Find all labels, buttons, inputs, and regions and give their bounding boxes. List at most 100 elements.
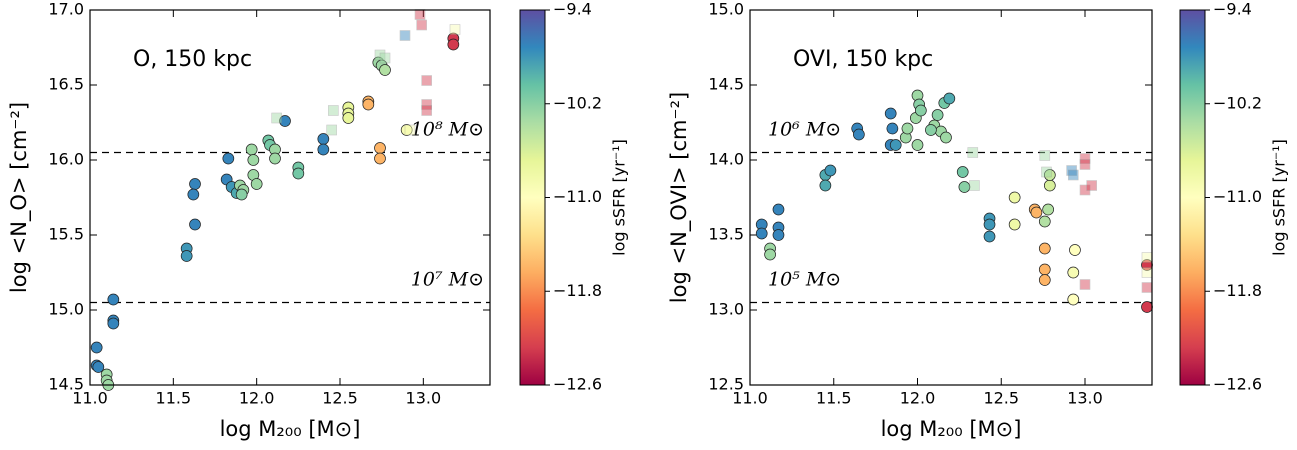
point bbox=[421, 75, 432, 86]
x-tick-label: 12.0 bbox=[900, 389, 936, 408]
point bbox=[1042, 203, 1055, 216]
point bbox=[1069, 244, 1081, 256]
point bbox=[379, 52, 391, 64]
point bbox=[292, 167, 305, 180]
colorbar bbox=[519, 9, 546, 386]
point bbox=[1079, 153, 1091, 164]
point bbox=[222, 152, 235, 165]
panel-title: O, 150 kpc bbox=[133, 47, 252, 72]
colorbar-tick-label: −12.6 bbox=[553, 375, 602, 394]
colorbar-tick-label: −11.8 bbox=[553, 281, 602, 300]
x-tick-label: 12.0 bbox=[239, 389, 275, 408]
point bbox=[819, 179, 832, 192]
point bbox=[911, 139, 924, 151]
point bbox=[400, 124, 413, 136]
point bbox=[764, 248, 776, 261]
point bbox=[1038, 215, 1051, 228]
point bbox=[1079, 159, 1091, 170]
reference-label: 10⁷ M⊙ bbox=[411, 269, 484, 291]
y-tick-label: 14.0 bbox=[708, 150, 744, 169]
point bbox=[269, 152, 281, 165]
reference-label: 10⁶ M⊙ bbox=[768, 119, 841, 141]
y-tick-label: 15.0 bbox=[48, 300, 84, 319]
point bbox=[342, 112, 355, 124]
x-tick-label: 12.5 bbox=[983, 389, 1019, 408]
point bbox=[931, 109, 944, 121]
colorbar-tick-label: −11.8 bbox=[1213, 281, 1262, 300]
colorbar-tick-label: −9.4 bbox=[553, 0, 592, 19]
point bbox=[235, 188, 248, 201]
point bbox=[180, 250, 193, 262]
point bbox=[92, 361, 105, 373]
reference-label: 10⁸ M⊙ bbox=[411, 119, 484, 141]
point bbox=[421, 105, 432, 116]
point bbox=[1043, 179, 1056, 192]
point bbox=[107, 317, 120, 330]
point bbox=[416, 19, 427, 31]
point bbox=[328, 105, 339, 116]
point bbox=[853, 128, 865, 141]
point bbox=[399, 30, 411, 41]
y-tick-label: 15.5 bbox=[48, 225, 84, 244]
point bbox=[449, 24, 461, 35]
point bbox=[187, 188, 200, 201]
point bbox=[958, 181, 971, 193]
colorbar-tick-label: −12.6 bbox=[1213, 375, 1262, 394]
point bbox=[379, 64, 391, 76]
point bbox=[772, 229, 785, 241]
point bbox=[189, 178, 201, 190]
x-tick-label: 12.5 bbox=[322, 389, 358, 408]
point bbox=[824, 164, 837, 177]
x-tick-label: 13.0 bbox=[1067, 389, 1103, 408]
y-tick-label: 14.5 bbox=[48, 375, 84, 394]
point bbox=[447, 38, 460, 51]
point bbox=[362, 98, 375, 111]
point bbox=[374, 49, 386, 61]
y-tick-label: 16.5 bbox=[48, 75, 84, 94]
point bbox=[414, 9, 426, 20]
point bbox=[1141, 282, 1153, 293]
point bbox=[90, 341, 103, 354]
colorbar-tick-label: −10.2 bbox=[553, 93, 602, 112]
point bbox=[940, 131, 952, 144]
point bbox=[271, 112, 282, 124]
x-tick-label: 13.0 bbox=[406, 389, 442, 408]
plot-frame bbox=[749, 9, 1153, 386]
point bbox=[983, 230, 996, 243]
y-tick-label: 13.0 bbox=[708, 300, 744, 319]
colorbar bbox=[1179, 9, 1206, 386]
colorbar-tick-label: −11.0 bbox=[553, 187, 602, 206]
point bbox=[1079, 184, 1091, 196]
colorbar-tick-label: −9.4 bbox=[1213, 0, 1252, 19]
point bbox=[326, 124, 337, 136]
y-tick-label: 16.0 bbox=[48, 150, 84, 169]
point bbox=[374, 142, 386, 154]
plot-frame bbox=[89, 9, 491, 386]
point bbox=[1086, 180, 1097, 191]
y-tick-label: 15.0 bbox=[708, 0, 744, 19]
point bbox=[404, 124, 416, 136]
x-axis-label: log M₂₀₀ [M⊙] bbox=[881, 417, 1022, 441]
y-tick-label: 13.5 bbox=[708, 225, 744, 244]
point bbox=[1079, 279, 1091, 290]
point bbox=[1141, 267, 1153, 278]
point bbox=[956, 166, 969, 178]
point bbox=[1008, 218, 1021, 231]
y-tick-label: 12.5 bbox=[708, 375, 744, 394]
point bbox=[107, 293, 120, 306]
y-tick-label: 14.5 bbox=[708, 75, 744, 94]
colorbar-label: log sSFR [yr⁻¹] bbox=[610, 139, 629, 256]
point bbox=[374, 152, 386, 165]
y-tick-label: 17.0 bbox=[48, 0, 84, 19]
x-tick-label: 11.5 bbox=[816, 389, 852, 408]
point bbox=[983, 218, 996, 231]
point bbox=[1038, 242, 1051, 255]
colorbar-tick-label: −11.0 bbox=[1213, 187, 1262, 206]
colorbar-label: log sSFR [yr⁻¹] bbox=[1270, 139, 1289, 256]
point bbox=[317, 143, 330, 156]
x-axis-label: log M₂₀₀ [M⊙] bbox=[220, 417, 361, 441]
point bbox=[1041, 166, 1052, 178]
colorbar-tick-label: −10.2 bbox=[1213, 93, 1262, 112]
point bbox=[914, 104, 927, 117]
